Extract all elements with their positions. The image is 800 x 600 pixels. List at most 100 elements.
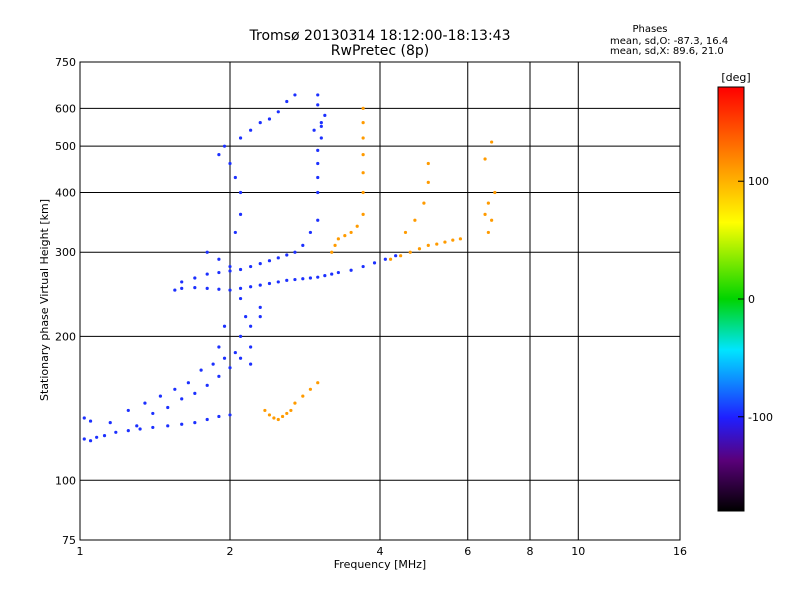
data-points	[82, 93, 497, 443]
scatter-point	[166, 405, 170, 410]
colorbar-tick-label: 0	[748, 293, 755, 306]
scatter-point	[180, 286, 184, 291]
scatter-point	[422, 201, 426, 205]
scatter-point	[205, 272, 209, 276]
scatter-point	[258, 283, 262, 287]
scatter-point	[228, 161, 232, 166]
y-axis-label: Stationary phase Virtual Height [km]	[38, 199, 51, 401]
scatter-point	[267, 281, 272, 286]
scatter-point	[361, 190, 365, 195]
scatter-point	[388, 257, 393, 261]
scatter-point	[249, 345, 253, 349]
scatter-point	[316, 381, 320, 385]
scatter-point	[228, 288, 232, 292]
scatter-point	[319, 136, 323, 140]
scatter-point	[238, 267, 243, 272]
colorbar-title: [deg]	[721, 71, 750, 84]
chart-subtitle: RwPretec (8p)	[331, 43, 429, 59]
scatter-point	[173, 387, 177, 391]
scatter-point	[233, 350, 237, 355]
scatter-point	[263, 408, 267, 413]
scatter-point	[102, 434, 107, 438]
scatter-point	[126, 429, 130, 433]
scatter-point	[205, 417, 209, 422]
scatter-point	[217, 287, 221, 291]
scatter-point	[238, 136, 243, 140]
colorbar-tick-label: -100	[748, 411, 773, 424]
scatter-point	[267, 117, 272, 121]
chart-title: Tromsø 20130314 18:12:00-18:13:43	[249, 28, 511, 44]
scatter-point	[193, 421, 197, 425]
scatter-point	[399, 254, 403, 258]
scatter-point	[228, 413, 232, 417]
scatter-point	[293, 277, 297, 282]
scatter-point	[308, 387, 313, 391]
x-tick-label: 10	[571, 545, 585, 558]
scatter-point	[293, 250, 297, 254]
scatter-point	[319, 124, 323, 128]
scatter-point	[258, 305, 262, 309]
scatter-point	[114, 430, 118, 434]
scatter-point	[186, 381, 190, 385]
scatter-point	[180, 422, 184, 426]
scatter-point	[180, 397, 184, 401]
scatter-point	[285, 278, 289, 282]
scatter-point	[343, 233, 347, 238]
scatter-point	[316, 218, 320, 222]
scatter-point	[267, 259, 272, 263]
scatter-point	[138, 427, 142, 431]
y-tick-label: 200	[55, 330, 76, 343]
scatter-point	[361, 171, 365, 175]
scatter-point	[319, 121, 323, 125]
scatter-point	[483, 157, 487, 161]
scatter-point	[330, 272, 334, 276]
scatter-point	[228, 264, 232, 269]
scatter-point	[486, 230, 490, 235]
scatter-point	[361, 121, 365, 125]
scatter-point	[217, 270, 221, 275]
scatter-point	[316, 161, 320, 166]
x-tick-label: 16	[673, 545, 687, 558]
scatter-point	[108, 421, 112, 425]
scatter-point	[276, 110, 280, 114]
scatter-point	[308, 276, 313, 280]
scatter-point	[205, 383, 209, 387]
scatter-point	[280, 414, 285, 419]
scatter-point	[88, 419, 93, 423]
scatter-point	[285, 411, 289, 416]
scatter-point	[316, 275, 320, 279]
scatter-point	[458, 237, 463, 241]
scatter-point	[312, 128, 316, 132]
x-tick-label: 8	[527, 545, 534, 558]
scatter-point	[490, 218, 494, 222]
scatter-point	[173, 288, 177, 292]
y-tick-label: 750	[55, 56, 76, 69]
plot-frame	[79, 61, 681, 541]
scatter-point	[323, 113, 327, 117]
colorbar-ticks: 100 0 -100	[738, 175, 773, 424]
scatter-point	[158, 394, 163, 398]
scatter-point	[355, 224, 359, 228]
scatter-point	[349, 268, 353, 272]
scatter-point	[443, 240, 447, 244]
scatter-point	[222, 144, 227, 148]
axis-ticks: 1 2 4 6 8 10 16 75 100 200 300 400 500 600 750	[55, 56, 687, 558]
scatter-point	[238, 334, 243, 338]
scatter-point	[151, 411, 155, 416]
scatter-point	[88, 439, 93, 443]
scatter-point	[316, 103, 320, 107]
scatter-point	[276, 280, 280, 284]
scatter-point	[249, 285, 253, 289]
scatter-point	[394, 254, 398, 258]
scatter-point	[82, 437, 86, 441]
scatter-point	[258, 121, 262, 125]
scatter-point	[308, 230, 313, 235]
scatter-point	[166, 424, 170, 428]
scatter-point	[272, 416, 276, 420]
scatter-point	[336, 270, 340, 275]
scatter-point	[238, 286, 243, 291]
scatter-point	[217, 374, 221, 378]
scatter-point	[217, 257, 221, 261]
phases-o-stats: mean, sd,O: -87.3, 16.4	[610, 36, 728, 47]
